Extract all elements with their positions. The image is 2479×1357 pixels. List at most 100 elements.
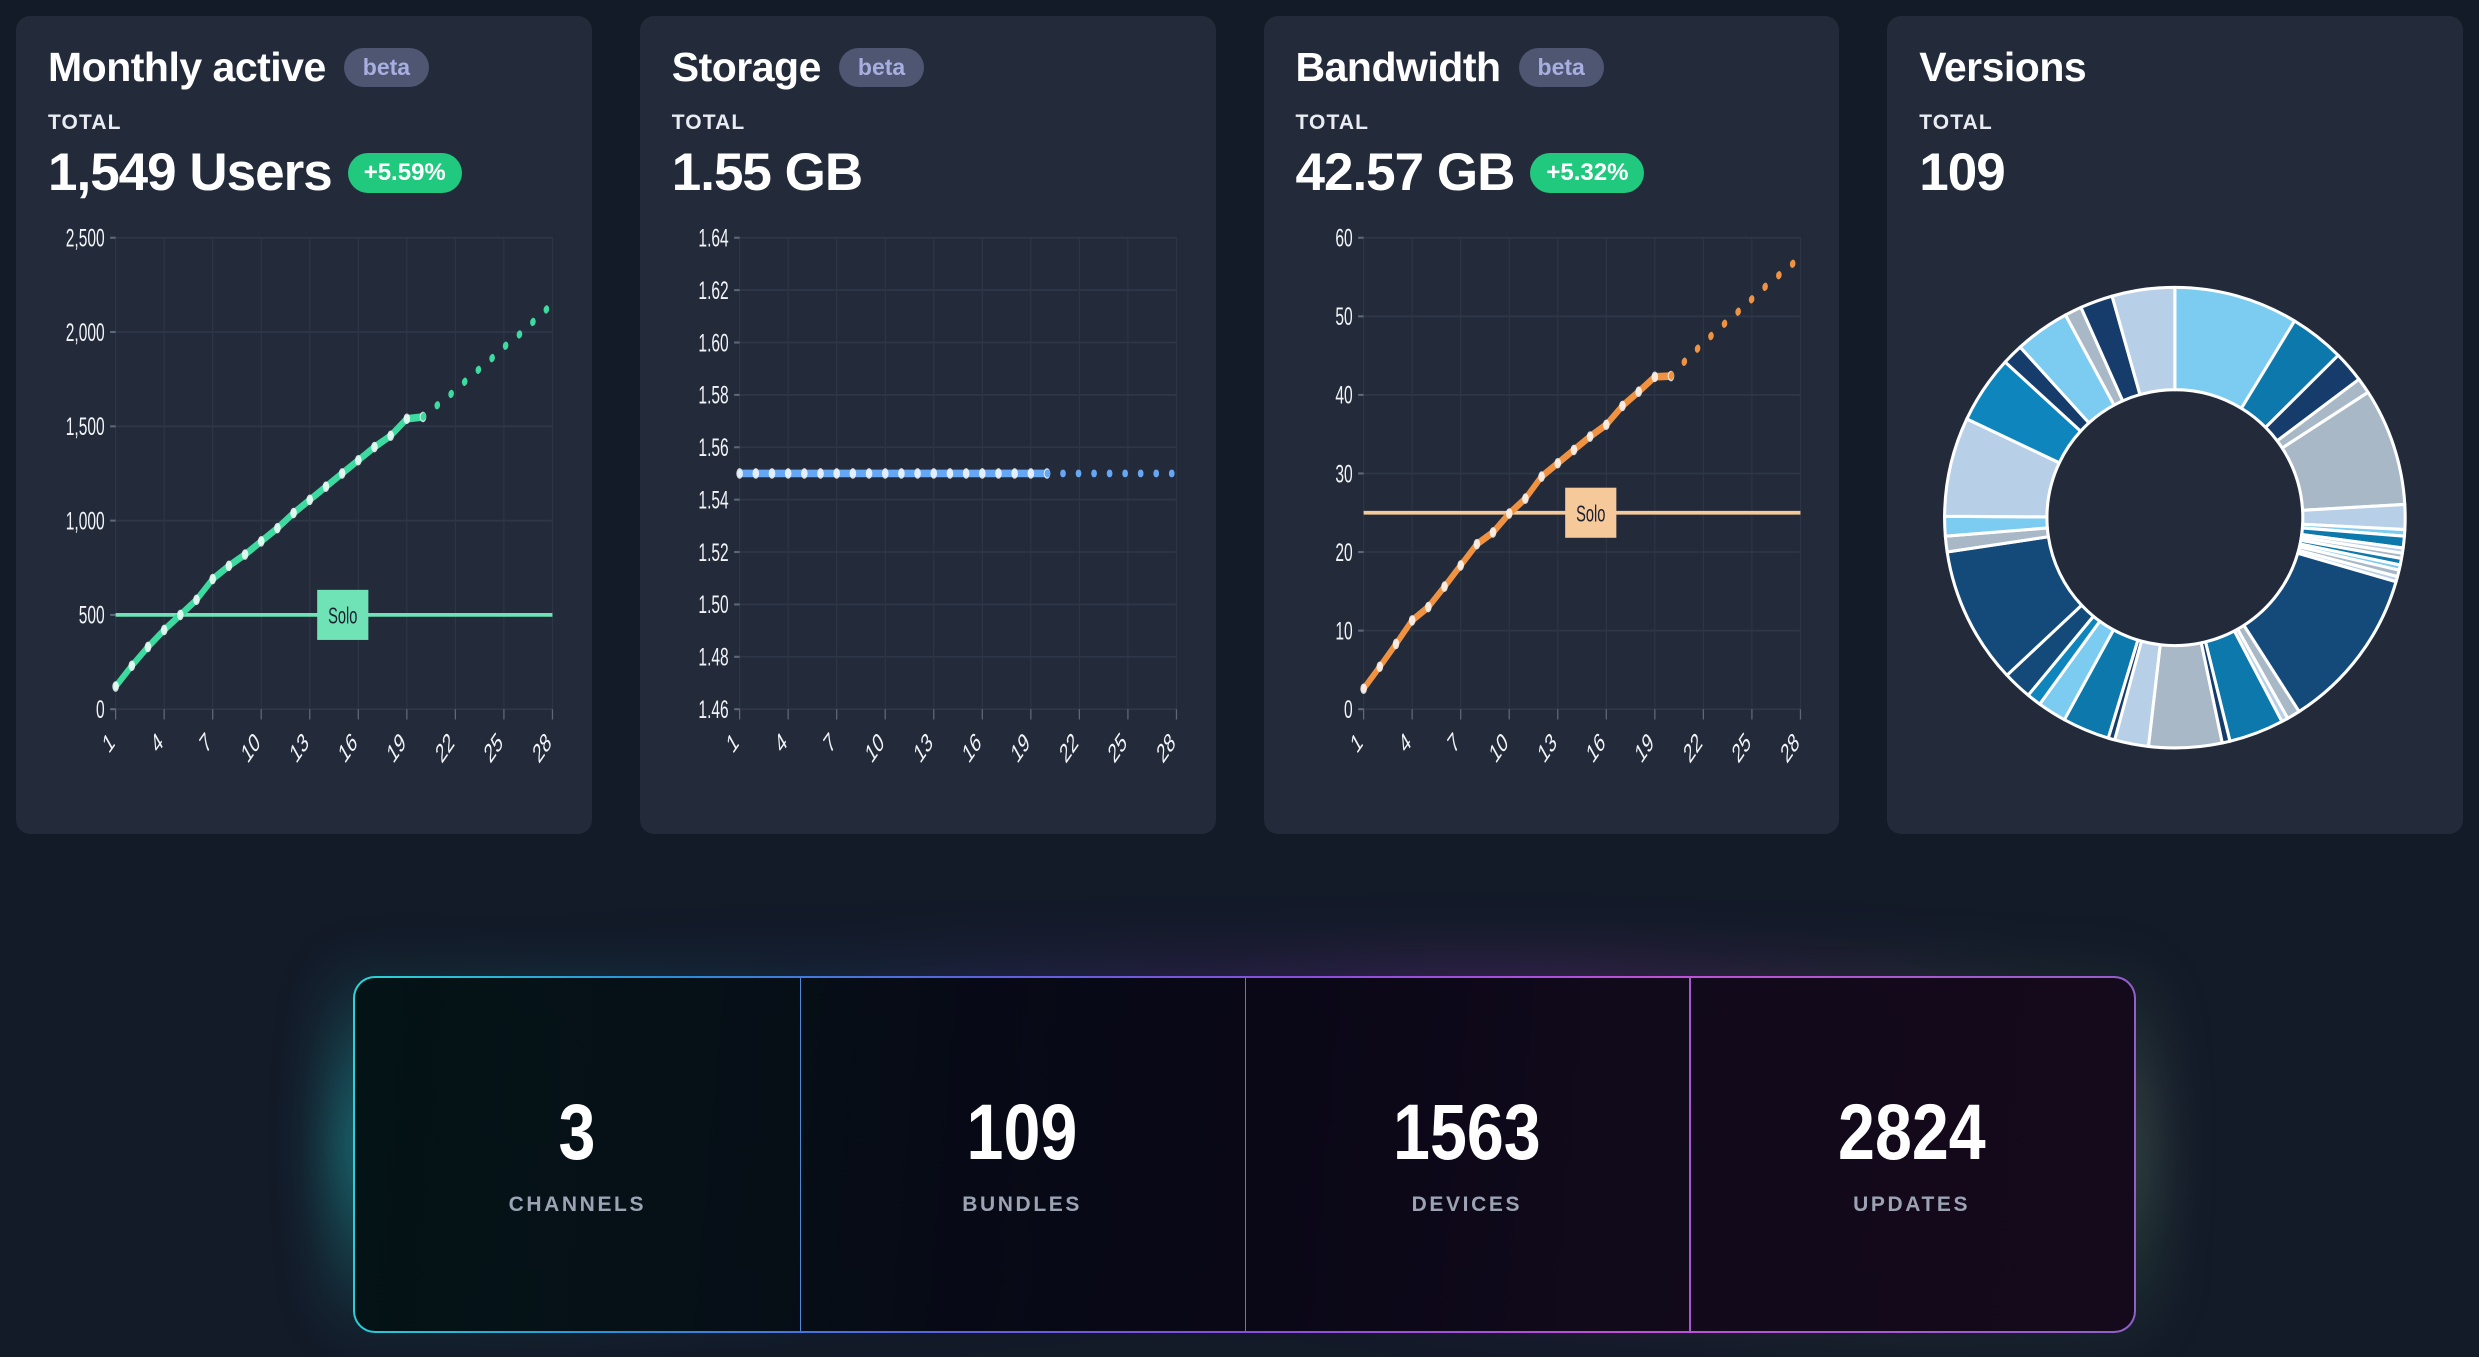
stat-label: UPDATES xyxy=(1853,1193,1971,1216)
svg-text:30: 30 xyxy=(1335,460,1352,488)
metric-card-versions[interactable]: Versions TOTAL 109 xyxy=(1887,16,2463,834)
metric-card-monthly-active[interactable]: Monthly active beta TOTAL 1,549 Users +5… xyxy=(16,16,592,834)
percent-change-badge: +5.32% xyxy=(1530,152,1645,194)
value-row: 42.57 GB +5.32% xyxy=(1296,145,1808,201)
svg-text:1.60: 1.60 xyxy=(698,329,728,357)
stat-label: DEVICES xyxy=(1411,1193,1523,1216)
svg-text:25: 25 xyxy=(480,726,506,768)
stat-label: BUNDLES xyxy=(962,1193,1082,1216)
svg-text:1.56: 1.56 xyxy=(698,434,728,462)
stats-bar-inner: 3 CHANNELS 109 BUNDLES 1563 DEVICES 2824… xyxy=(355,978,2134,1331)
svg-text:1.52: 1.52 xyxy=(698,539,728,567)
svg-text:7: 7 xyxy=(820,726,839,758)
line-chart-storage[interactable]: 1.46 1.48 1.50 1.52 1.54 1.56 1.58 1.60 1.62 1.64… xyxy=(672,223,1184,812)
page-title: Monthly active xyxy=(48,44,326,90)
svg-text:20: 20 xyxy=(1335,539,1352,567)
value-row: 1.55 GB xyxy=(672,145,1184,201)
metric-card-bandwidth[interactable]: Bandwidth beta TOTAL 42.57 GB +5.32% 0 10… xyxy=(1263,16,1840,834)
stat-devices[interactable]: 1563 DEVICES xyxy=(1244,978,1690,1331)
svg-text:4: 4 xyxy=(771,726,790,758)
svg-text:0: 0 xyxy=(1344,696,1353,724)
svg-text:1.58: 1.58 xyxy=(698,382,728,410)
status-badge-beta: beta xyxy=(838,48,925,87)
metric-value: 109 xyxy=(1919,143,2005,203)
stat-value: 2824 xyxy=(1837,1087,1986,1176)
svg-text:1: 1 xyxy=(99,726,118,758)
svg-text:28: 28 xyxy=(529,726,555,768)
svg-text:16: 16 xyxy=(1582,726,1608,768)
metric-value: 1,549 Users xyxy=(48,143,333,203)
status-badge-beta: beta xyxy=(1518,48,1604,87)
card-header: Bandwidth beta xyxy=(1295,44,1808,90)
donut-chart-versions[interactable] xyxy=(1919,223,2431,812)
svg-text:19: 19 xyxy=(1631,726,1657,768)
card-header: Monthly active beta xyxy=(48,44,560,90)
svg-text:1.50: 1.50 xyxy=(698,591,728,619)
svg-text:1.54: 1.54 xyxy=(698,487,728,515)
svg-text:10: 10 xyxy=(861,726,887,768)
svg-text:28: 28 xyxy=(1776,726,1802,768)
page-title: Storage xyxy=(671,44,822,90)
svg-text:1.48: 1.48 xyxy=(698,644,728,672)
value-row: 109 xyxy=(1919,145,2431,201)
stat-value: 109 xyxy=(966,1087,1078,1176)
svg-text:2,000: 2,000 xyxy=(66,319,105,347)
svg-text:4: 4 xyxy=(1395,726,1414,758)
svg-text:25: 25 xyxy=(1728,726,1754,768)
svg-text:10: 10 xyxy=(1335,618,1352,646)
svg-text:4: 4 xyxy=(147,726,166,758)
percent-change-badge: +5.59% xyxy=(347,152,462,194)
svg-text:7: 7 xyxy=(1443,726,1462,758)
metric-value: 1.55 GB xyxy=(671,143,863,203)
svg-text:10: 10 xyxy=(238,726,264,768)
stat-value: 3 xyxy=(558,1087,596,1176)
svg-text:13: 13 xyxy=(1534,726,1560,768)
svg-text:500: 500 xyxy=(79,602,105,630)
svg-text:22: 22 xyxy=(1679,726,1705,768)
status-badge-beta: beta xyxy=(343,48,430,87)
svg-text:1,000: 1,000 xyxy=(66,507,105,535)
stat-bundles[interactable]: 109 BUNDLES xyxy=(799,978,1245,1331)
svg-text:7: 7 xyxy=(196,726,215,758)
value-row: 1,549 Users +5.59% xyxy=(48,145,560,201)
svg-text:2,500: 2,500 xyxy=(66,225,105,253)
line-chart-monthly-active[interactable]: 0 500 1,000 1,500 2,000 2,500 1 4 7 10 13 16 19 22 25 2… xyxy=(48,223,560,812)
svg-text:Solo: Solo xyxy=(1576,501,1605,527)
summary-stats-bar: 3 CHANNELS 109 BUNDLES 1563 DEVICES 2824… xyxy=(327,942,2162,1353)
svg-text:40: 40 xyxy=(1335,382,1352,410)
stat-channels[interactable]: 3 CHANNELS xyxy=(355,978,800,1331)
svg-text:50: 50 xyxy=(1335,303,1352,331)
svg-text:10: 10 xyxy=(1485,726,1511,768)
stat-value: 1563 xyxy=(1393,1087,1541,1176)
svg-text:28: 28 xyxy=(1153,726,1179,768)
stat-updates[interactable]: 2824 UPDATES xyxy=(1689,978,2134,1331)
svg-text:1.46: 1.46 xyxy=(698,696,728,724)
svg-text:1: 1 xyxy=(1346,726,1365,758)
svg-text:Solo: Solo xyxy=(328,603,357,629)
stat-label: CHANNELS xyxy=(508,1193,647,1216)
metric-card-storage[interactable]: Storage beta TOTAL 1.55 GB 1.46 1.48 1.50 1… xyxy=(639,16,1216,834)
total-label: TOTAL xyxy=(1295,111,1370,135)
line-chart-bandwidth[interactable]: 0 10 20 30 40 50 60 1 4 7 10 13 16 19 22 25 28 Solo xyxy=(1296,223,1808,812)
metric-value: 42.57 GB xyxy=(1295,143,1516,203)
card-header: Versions xyxy=(1919,44,2431,90)
svg-text:1: 1 xyxy=(723,726,742,758)
page-title: Versions xyxy=(1919,44,2087,90)
page-title: Bandwidth xyxy=(1295,44,1502,90)
svg-text:13: 13 xyxy=(286,726,312,768)
svg-text:1.62: 1.62 xyxy=(698,277,728,305)
svg-text:22: 22 xyxy=(432,726,458,768)
total-label: TOTAL xyxy=(48,111,122,135)
svg-text:22: 22 xyxy=(1056,726,1082,768)
total-label: TOTAL xyxy=(1919,111,1993,135)
svg-text:16: 16 xyxy=(335,726,361,768)
svg-text:13: 13 xyxy=(910,726,936,768)
svg-text:60: 60 xyxy=(1335,225,1352,253)
svg-text:1,500: 1,500 xyxy=(66,413,105,441)
stats-bar-border: 3 CHANNELS 109 BUNDLES 1563 DEVICES 2824… xyxy=(353,976,2136,1333)
card-header: Storage beta xyxy=(671,44,1184,90)
total-label: TOTAL xyxy=(671,111,746,135)
svg-text:19: 19 xyxy=(383,726,409,768)
metric-card-row: Monthly active beta TOTAL 1,549 Users +5… xyxy=(16,16,2463,834)
